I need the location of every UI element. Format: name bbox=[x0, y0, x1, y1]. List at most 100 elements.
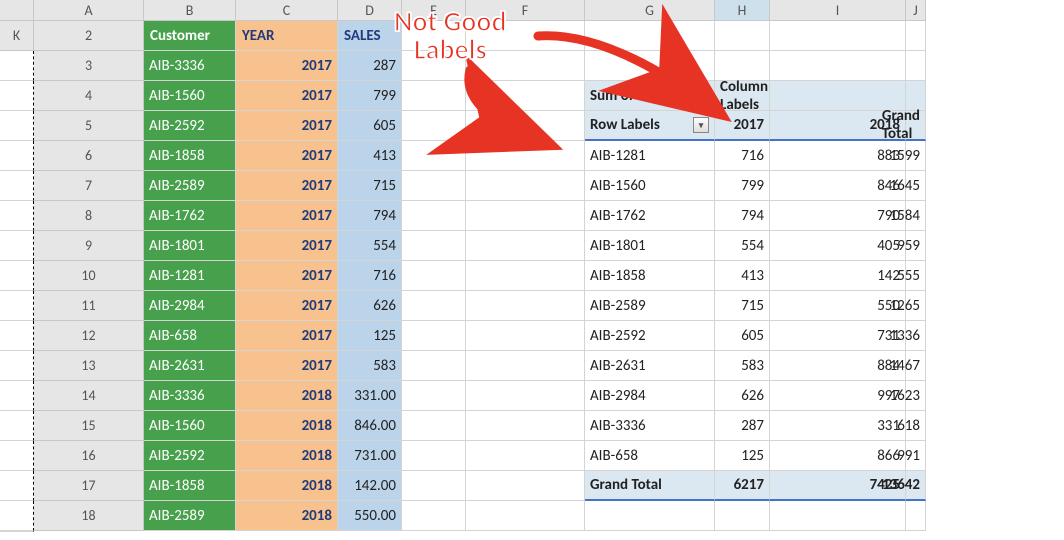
row-header-4[interactable]: 4 bbox=[34, 81, 144, 111]
source-customer[interactable]: AIB-2592 bbox=[144, 441, 236, 471]
pivot-row-label[interactable]: AIB-2589 bbox=[585, 291, 715, 321]
cell-K13[interactable] bbox=[0, 381, 34, 411]
row-header-12[interactable]: 12 bbox=[34, 321, 144, 351]
row-header-6[interactable]: 6 bbox=[34, 141, 144, 171]
pivot-row-label[interactable]: AIB-2592 bbox=[585, 321, 715, 351]
pivot-val-2017[interactable]: 716 bbox=[715, 141, 770, 171]
source-sales[interactable]: 626 bbox=[338, 291, 402, 321]
cell-K5[interactable] bbox=[0, 141, 34, 171]
pivot-row-label[interactable]: AIB-1801 bbox=[585, 231, 715, 261]
cell-F5[interactable] bbox=[466, 111, 585, 141]
pivot-val-2018[interactable]: 142 bbox=[770, 261, 906, 291]
pivot-sumof-label[interactable]: Sum of SALES bbox=[585, 81, 715, 111]
source-year[interactable]: 2017 bbox=[236, 81, 338, 111]
col-header-E[interactable]: E bbox=[402, 0, 466, 21]
pivot-val-2018[interactable]: 731 bbox=[770, 321, 906, 351]
source-sales[interactable]: 715 bbox=[338, 171, 402, 201]
pivot-gt-total[interactable]: 13642 bbox=[906, 471, 926, 501]
source-year[interactable]: 2017 bbox=[236, 321, 338, 351]
source-sales[interactable]: 583 bbox=[338, 351, 402, 381]
cell-K12[interactable] bbox=[0, 351, 34, 381]
cell-E14[interactable] bbox=[402, 381, 466, 411]
source-sales[interactable]: 331.00 bbox=[338, 381, 402, 411]
cell-F4[interactable] bbox=[466, 81, 585, 111]
source-sales[interactable]: 605 bbox=[338, 111, 402, 141]
source-customer[interactable]: AIB-1858 bbox=[144, 141, 236, 171]
source-year[interactable]: 2017 bbox=[236, 141, 338, 171]
source-year[interactable]: 2017 bbox=[236, 231, 338, 261]
source-header-year[interactable]: YEAR bbox=[236, 21, 338, 51]
pivot-row-label[interactable]: AIB-2984 bbox=[585, 381, 715, 411]
source-year[interactable]: 2017 bbox=[236, 51, 338, 81]
source-customer[interactable]: AIB-2589 bbox=[144, 501, 236, 531]
pivot-val-2018[interactable]: 331 bbox=[770, 411, 906, 441]
source-year[interactable]: 2018 bbox=[236, 381, 338, 411]
cell-F16[interactable] bbox=[466, 441, 585, 471]
row-header-16[interactable]: 16 bbox=[34, 441, 144, 471]
pivot-val-gt[interactable]: 991 bbox=[906, 441, 926, 471]
cell-F10[interactable] bbox=[466, 261, 585, 291]
cell-E9[interactable] bbox=[402, 231, 466, 261]
source-year[interactable]: 2017 bbox=[236, 201, 338, 231]
pivot-val-2018[interactable]: 883 bbox=[770, 141, 906, 171]
cell-K7[interactable] bbox=[0, 201, 34, 231]
cell-F8[interactable] bbox=[466, 201, 585, 231]
source-customer[interactable]: AIB-2589 bbox=[144, 171, 236, 201]
cell-E18[interactable] bbox=[402, 501, 466, 531]
source-sales[interactable]: 287 bbox=[338, 51, 402, 81]
row-header-11[interactable]: 11 bbox=[34, 291, 144, 321]
pivot-val-gt[interactable]: 1265 bbox=[906, 291, 926, 321]
cell-H3[interactable] bbox=[715, 51, 770, 81]
source-customer[interactable]: AIB-1560 bbox=[144, 411, 236, 441]
source-sales[interactable]: 846.00 bbox=[338, 411, 402, 441]
cell-K9[interactable] bbox=[0, 261, 34, 291]
source-sales[interactable]: 550.00 bbox=[338, 501, 402, 531]
row-header-2[interactable]: 2 bbox=[34, 21, 144, 51]
col-header-D[interactable]: D bbox=[338, 0, 402, 21]
source-sales[interactable]: 716 bbox=[338, 261, 402, 291]
cell-F18[interactable] bbox=[466, 501, 585, 531]
source-year[interactable]: 2018 bbox=[236, 441, 338, 471]
col-header-B[interactable]: B bbox=[144, 0, 236, 21]
cell-F13[interactable] bbox=[466, 351, 585, 381]
row-header-13[interactable]: 13 bbox=[34, 351, 144, 381]
source-customer[interactable]: AIB-1281 bbox=[144, 261, 236, 291]
cell-I3[interactable] bbox=[770, 51, 906, 81]
row-header-7[interactable]: 7 bbox=[34, 171, 144, 201]
row-header-17[interactable]: 17 bbox=[34, 471, 144, 501]
pivot-val-gt[interactable]: 1467 bbox=[906, 351, 926, 381]
cell-E2[interactable] bbox=[402, 21, 466, 51]
cell-E7[interactable] bbox=[402, 171, 466, 201]
source-customer[interactable]: AIB-1858 bbox=[144, 471, 236, 501]
pivot-val-2017[interactable]: 413 bbox=[715, 261, 770, 291]
cell-F15[interactable] bbox=[466, 411, 585, 441]
cell-E10[interactable] bbox=[402, 261, 466, 291]
source-customer[interactable]: AIB-1762 bbox=[144, 201, 236, 231]
pivot-gt-2017[interactable]: 6217 bbox=[715, 471, 770, 501]
cell-J2[interactable] bbox=[906, 21, 926, 51]
row-header-14[interactable]: 14 bbox=[34, 381, 144, 411]
pivot-val-2017[interactable]: 287 bbox=[715, 411, 770, 441]
pivot-grandtotal-row-label[interactable]: Grand Total bbox=[585, 471, 715, 501]
col-header-I[interactable]: I bbox=[770, 0, 906, 21]
pivot-grandtotal-col-label[interactable]: Grand Total bbox=[906, 111, 926, 141]
cell-F9[interactable] bbox=[466, 231, 585, 261]
source-year[interactable]: 2017 bbox=[236, 291, 338, 321]
pivot-val-gt[interactable]: 1623 bbox=[906, 381, 926, 411]
source-year[interactable]: 2017 bbox=[236, 111, 338, 141]
pivot-row-label[interactable]: AIB-1762 bbox=[585, 201, 715, 231]
cell-F12[interactable] bbox=[466, 321, 585, 351]
source-customer[interactable]: AIB-2984 bbox=[144, 291, 236, 321]
row-header-9[interactable]: 9 bbox=[34, 231, 144, 261]
cell-E16[interactable] bbox=[402, 441, 466, 471]
pivot-val-2018[interactable]: 866 bbox=[770, 441, 906, 471]
col-header-C[interactable]: C bbox=[236, 0, 338, 21]
row-header-18[interactable]: 18 bbox=[34, 501, 144, 531]
source-sales[interactable]: 794 bbox=[338, 201, 402, 231]
pivot-val-2017[interactable]: 605 bbox=[715, 321, 770, 351]
source-sales[interactable]: 413 bbox=[338, 141, 402, 171]
cell-E17[interactable] bbox=[402, 471, 466, 501]
pivot-val-gt[interactable]: 959 bbox=[906, 231, 926, 261]
pivot-val-2017[interactable]: 626 bbox=[715, 381, 770, 411]
col-header-F[interactable]: F bbox=[466, 0, 585, 21]
